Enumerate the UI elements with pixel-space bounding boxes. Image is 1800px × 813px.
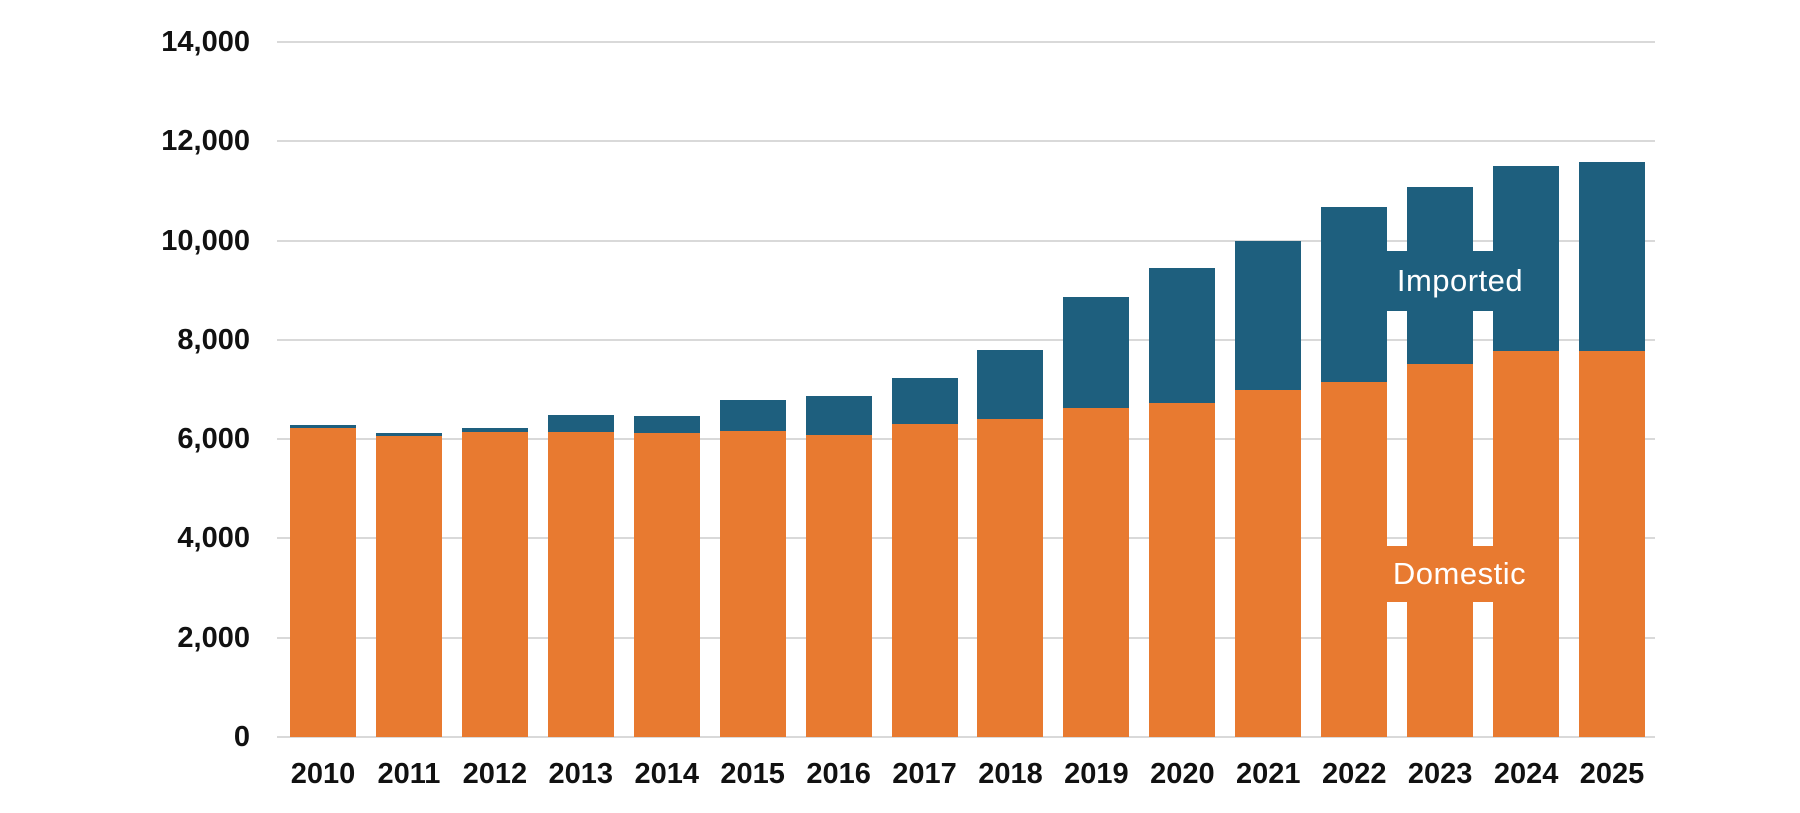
y-tick-label: 0 [233, 721, 250, 753]
y-tick-label: 6,000 [177, 423, 250, 456]
series-label-imported: Imported [1381, 251, 1539, 311]
bar-2022-domestic-segment [1321, 382, 1388, 737]
y-tick-label: 4,000 [177, 522, 250, 555]
x-tick-label-2012: 2012 [462, 758, 528, 790]
bar-2016 [805, 396, 872, 737]
bar-2020-imported-segment [1149, 267, 1216, 404]
bar-2010-imported-segment [289, 425, 356, 428]
bar-2012 [461, 427, 528, 737]
series-label-domestic: Domestic [1377, 546, 1542, 602]
bar-2022-imported-segment [1321, 206, 1388, 383]
gridline-14000 [277, 41, 1655, 43]
gridline-2000 [277, 636, 1655, 639]
bar-2021-domestic-segment [1235, 390, 1302, 737]
x-tick-label-2023: 2023 [1407, 758, 1473, 790]
gridline-8000 [277, 338, 1655, 341]
bar-2022 [1321, 206, 1388, 737]
x-tick-label-2018: 2018 [978, 758, 1043, 790]
bar-2013-imported-segment [547, 414, 614, 432]
bar-2015-imported-segment [719, 400, 786, 432]
gridline-0 [277, 736, 1655, 738]
bar-2016-imported-segment [805, 396, 872, 435]
x-tick-label-2011: 2011 [377, 758, 441, 790]
bar-2020 [1149, 267, 1216, 737]
bar-2013 [547, 414, 614, 737]
bar-2011-imported-segment [375, 433, 442, 436]
y-tick-label: 2,000 [177, 621, 250, 654]
bar-2019 [1063, 297, 1130, 737]
bar-2020-domestic-segment [1149, 403, 1216, 737]
bar-2012-imported-segment [461, 427, 528, 432]
x-tick-label-2020: 2020 [1150, 758, 1215, 790]
y-tick-label: 8,000 [177, 323, 250, 356]
gridline-4000 [277, 537, 1655, 540]
x-tick-label-2017: 2017 [892, 758, 957, 790]
x-tick-label-2025: 2025 [1579, 758, 1645, 790]
bar-2012-domestic-segment [461, 431, 528, 737]
bar-2010 [289, 425, 356, 737]
gridline-6000 [277, 438, 1655, 441]
bar-2017 [891, 378, 958, 737]
bar-2010-domestic-segment [289, 427, 356, 737]
bar-2019-imported-segment [1063, 297, 1130, 409]
bar-2014-domestic-segment [633, 432, 700, 737]
y-tick-label: 14,000 [161, 26, 250, 58]
bar-2011-domestic-segment [375, 435, 442, 737]
bar-2025-imported-segment [1579, 162, 1646, 352]
bar-2021-imported-segment [1235, 241, 1302, 391]
bar-2021 [1235, 241, 1302, 737]
x-tick-label-2024: 2024 [1493, 758, 1559, 790]
bar-2018-domestic-segment [977, 418, 1044, 737]
bar-2017-domestic-segment [891, 424, 958, 737]
x-tick-label-2015: 2015 [720, 758, 785, 790]
bar-2017-imported-segment [891, 378, 958, 425]
bar-2015 [719, 400, 786, 737]
bar-2011 [375, 433, 442, 737]
gridline-10000 [277, 239, 1655, 242]
bar-2015-domestic-segment [719, 431, 786, 737]
x-tick-label-2010: 2010 [290, 758, 356, 790]
bar-2018 [977, 350, 1044, 737]
bar-2024-domestic-segment [1493, 351, 1560, 737]
bar-2014-imported-segment [633, 415, 700, 433]
x-tick-label-2022: 2022 [1321, 758, 1387, 790]
x-tick-label-2014: 2014 [634, 758, 699, 790]
x-tick-label-2013: 2013 [548, 758, 614, 790]
bar-2016-domestic-segment [805, 434, 872, 737]
y-tick-label: 12,000 [161, 125, 250, 158]
x-tick-label-2019: 2019 [1064, 758, 1129, 790]
bar-2018-imported-segment [977, 350, 1044, 419]
bar-2013-domestic-segment [547, 431, 614, 737]
bar-2014 [633, 415, 700, 737]
y-tick-label: 10,000 [161, 224, 250, 257]
x-tick-label-2016: 2016 [806, 758, 871, 790]
bar-2025-domestic-segment [1579, 351, 1646, 737]
gridline-12000 [277, 140, 1655, 143]
bar-2019-domestic-segment [1063, 408, 1130, 737]
bar-2025 [1579, 162, 1646, 737]
x-tick-label-2021: 2021 [1236, 758, 1301, 790]
